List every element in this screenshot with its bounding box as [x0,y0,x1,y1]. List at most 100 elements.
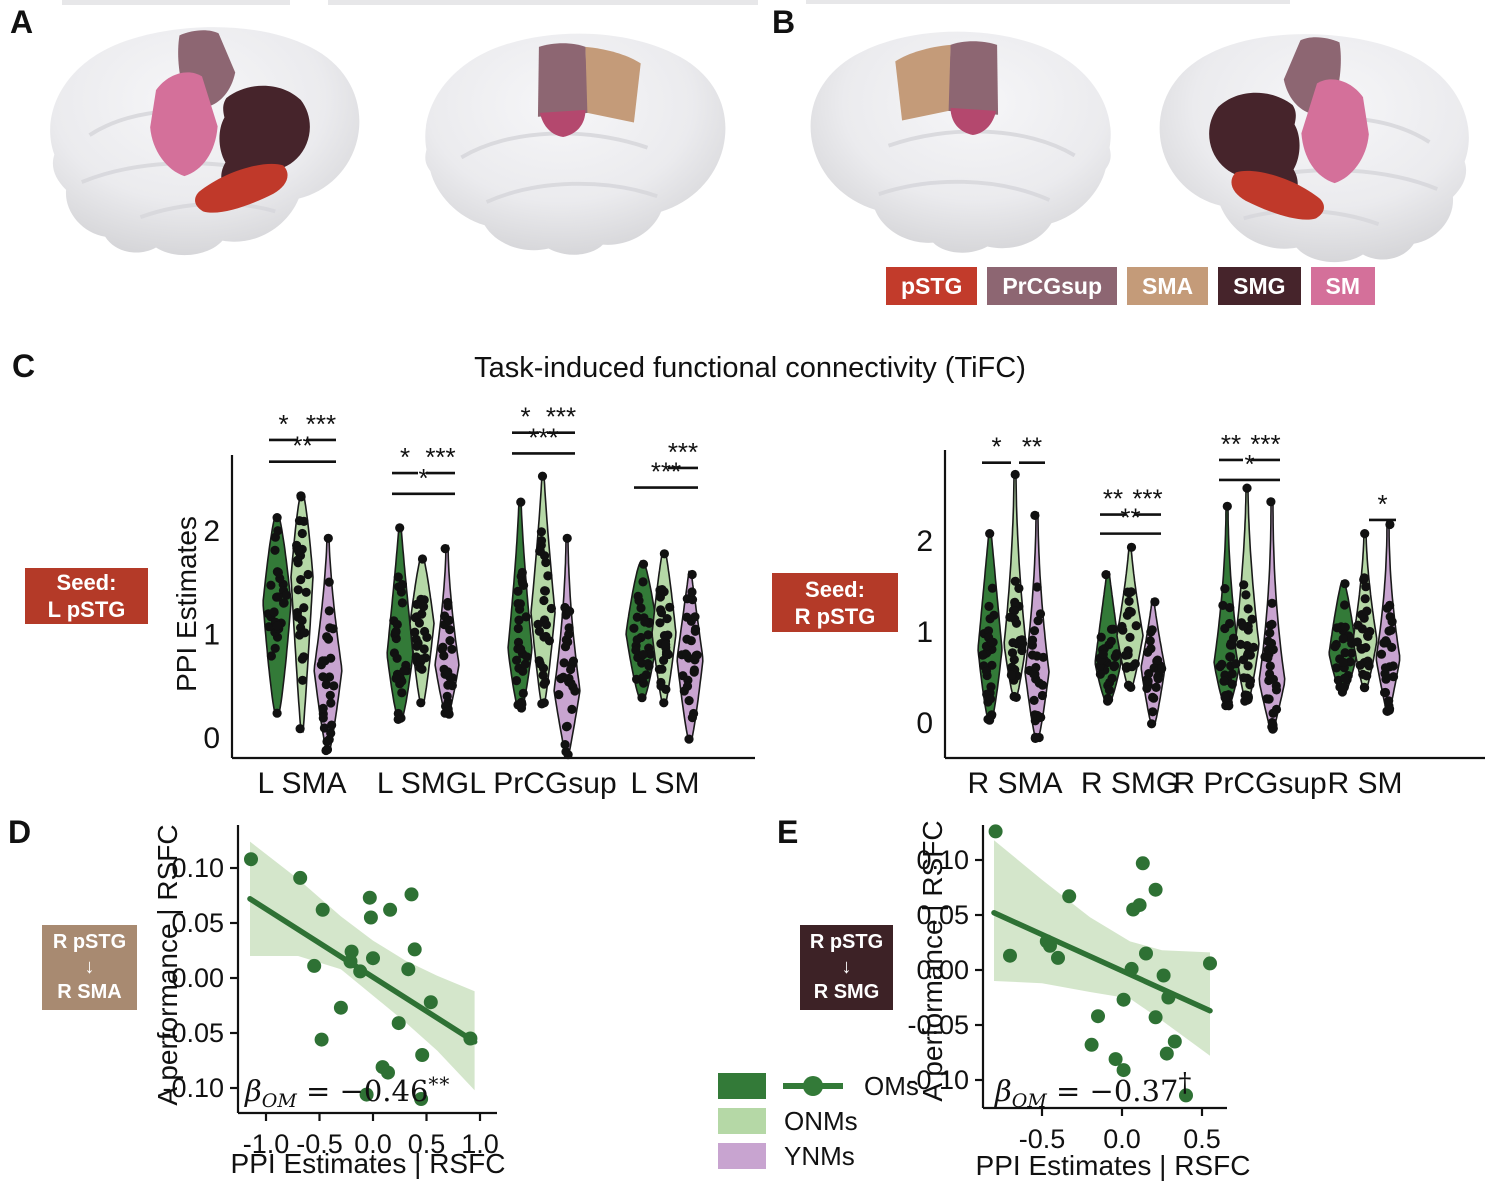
data-point [687,569,697,580]
sig-label: *** [1132,484,1162,514]
data-point [1125,632,1135,642]
panel-d-label: D [8,814,32,850]
data-point [655,618,665,628]
data-point [1241,590,1251,600]
data-point [1029,695,1039,705]
sig-label: * [520,405,530,432]
data-point [1330,642,1340,652]
data-point [663,630,673,640]
data-point [536,527,546,537]
data-point [299,603,309,613]
data-point [1388,672,1399,682]
data-point [1267,598,1277,608]
y-tick-label: 0.10 [171,853,224,883]
x-tick-label: 0.5 [1183,1124,1221,1154]
data-point [1104,685,1114,695]
oms-label: OMs [864,1070,919,1101]
data-point [326,698,336,708]
data-point [1107,673,1117,683]
data-point [1359,575,1369,585]
patch-smg [1209,92,1300,199]
patch-sma [895,44,951,121]
sig-label: *** [528,422,558,452]
data-point [690,612,700,622]
data-point [318,713,328,723]
legend-chip-prcgsup: PrCGsup [987,267,1118,305]
data-point [1362,606,1372,616]
beta-value: = −0.46 [296,1074,429,1108]
data-point [295,724,305,734]
data-point [633,591,643,601]
data-point [443,680,453,690]
data-point [682,634,692,644]
data-point [1126,607,1136,617]
data-point [1360,683,1370,693]
data-point [383,902,398,917]
data-point [983,626,994,636]
data-point [314,1032,329,1047]
data-point [1249,642,1259,652]
data-point [322,745,332,755]
data-point [366,951,380,966]
data-point [1157,663,1167,674]
data-point [1032,582,1042,592]
data-point [1263,636,1273,646]
seed-box-arrow: ↓ [841,956,852,978]
sig-label: *** [651,457,681,487]
data-point [443,667,453,677]
y-tick-label: 0.05 [916,900,969,930]
data-point [537,471,548,481]
x-tick-label: -1.0 [243,1129,290,1159]
data-point [682,612,692,622]
data-point [656,608,667,618]
x-category-label: L SMG [377,767,469,800]
data-point [562,721,572,731]
data-point [1145,636,1155,646]
data-point [1356,643,1366,653]
data-point [1353,620,1363,630]
data-point [1147,625,1157,635]
data-point [515,604,525,614]
data-point [412,599,422,609]
data-point [293,870,308,885]
data-point [323,634,334,644]
data-point [540,586,550,596]
data-point [1167,1034,1182,1049]
data-point [1231,659,1241,669]
data-point [395,523,405,533]
data-point [1363,631,1373,641]
data-point [442,691,452,701]
data-point [978,650,988,660]
data-point [272,621,282,631]
data-point [410,627,420,637]
data-point [1220,584,1230,594]
data-point [293,558,303,568]
data-point [513,623,523,634]
data-point [1010,469,1020,480]
data-point [1120,650,1131,660]
data-point [687,587,697,597]
data-point [1243,691,1253,701]
data-point [1265,628,1275,638]
data-point [691,650,701,661]
data-point [1051,950,1065,965]
data-point [1220,692,1230,703]
data-point [643,630,653,640]
data-point [539,595,549,606]
data-point [299,516,309,526]
data-point [353,964,368,979]
data-point [640,617,650,627]
data-point [264,622,274,632]
data-point [1267,619,1277,629]
x-tick-label: 0.5 [408,1129,446,1159]
seed-box-d: R pSTG ↓ R SMA [42,925,137,1010]
data-point [1243,604,1253,614]
data-point [519,580,529,590]
data-point [272,513,282,523]
data-point [562,533,572,543]
data-point [1142,683,1152,693]
data-point [1340,622,1350,632]
data-point [297,654,307,664]
data-point [560,642,571,652]
sig-label: * [1377,489,1387,519]
